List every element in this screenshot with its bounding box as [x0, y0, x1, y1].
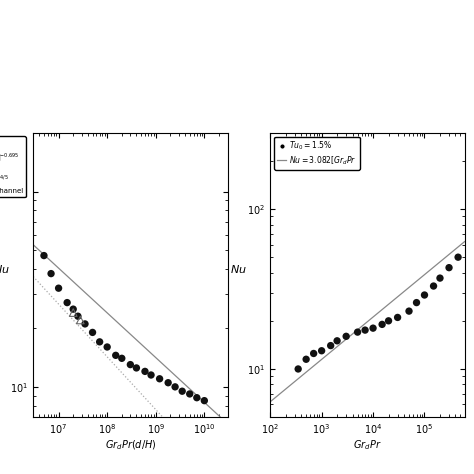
Point — [81, 320, 89, 328]
Point — [141, 368, 149, 375]
Point — [327, 342, 335, 349]
X-axis label: $Gr_dPr$: $Gr_dPr$ — [353, 438, 382, 452]
Y-axis label: $Nu$: $Nu$ — [0, 263, 10, 275]
Point — [310, 350, 318, 357]
Point — [421, 291, 428, 299]
Point — [342, 333, 350, 340]
Y-axis label: $Nu$: $Nu$ — [230, 263, 247, 275]
Point — [302, 356, 310, 363]
Point — [436, 274, 444, 282]
Point — [318, 347, 326, 355]
Point — [385, 317, 392, 325]
Point — [74, 312, 82, 320]
Point — [333, 337, 341, 345]
Point — [354, 328, 361, 336]
Point — [294, 365, 302, 373]
Point — [361, 326, 369, 334]
Point — [156, 375, 164, 383]
Point — [103, 343, 111, 351]
Legend: $Tu_0=1.5\%$, $Nu{=}3.082[Gr_dPr$: $Tu_0=1.5\%$, $Nu{=}3.082[Gr_dPr$ — [274, 137, 360, 170]
Point — [394, 314, 401, 321]
Point — [55, 284, 63, 292]
Point — [201, 397, 208, 404]
Point — [430, 282, 438, 290]
Point — [413, 299, 420, 306]
Legend: $Tu_0=1.5\%$, $Nu/(2Gr_d){=}0.665[Gr_dPr(d/H)]^{-0.695}$, Kawamoto vertical plat: $Tu_0=1.5\%$, $Nu/(2Gr_d){=}0.665[Gr_dPr… — [0, 136, 26, 197]
X-axis label: $Gr_dPr(d/H)$: $Gr_dPr(d/H)$ — [105, 438, 156, 452]
Point — [178, 387, 186, 395]
Point — [454, 254, 462, 261]
Point — [118, 355, 126, 362]
Point — [69, 309, 77, 316]
Point — [64, 299, 71, 306]
Point — [405, 307, 413, 315]
Point — [47, 270, 55, 277]
Point — [369, 324, 377, 332]
Point — [127, 361, 134, 368]
Point — [171, 383, 179, 391]
Point — [133, 364, 140, 372]
Point — [69, 305, 77, 313]
Point — [147, 371, 155, 379]
Point — [40, 252, 48, 259]
Point — [164, 379, 172, 386]
Point — [445, 264, 453, 272]
Point — [96, 338, 103, 346]
Point — [186, 390, 193, 398]
Point — [378, 320, 386, 328]
Point — [112, 352, 119, 359]
Point — [193, 394, 201, 401]
Point — [89, 328, 96, 336]
Point — [76, 316, 84, 324]
